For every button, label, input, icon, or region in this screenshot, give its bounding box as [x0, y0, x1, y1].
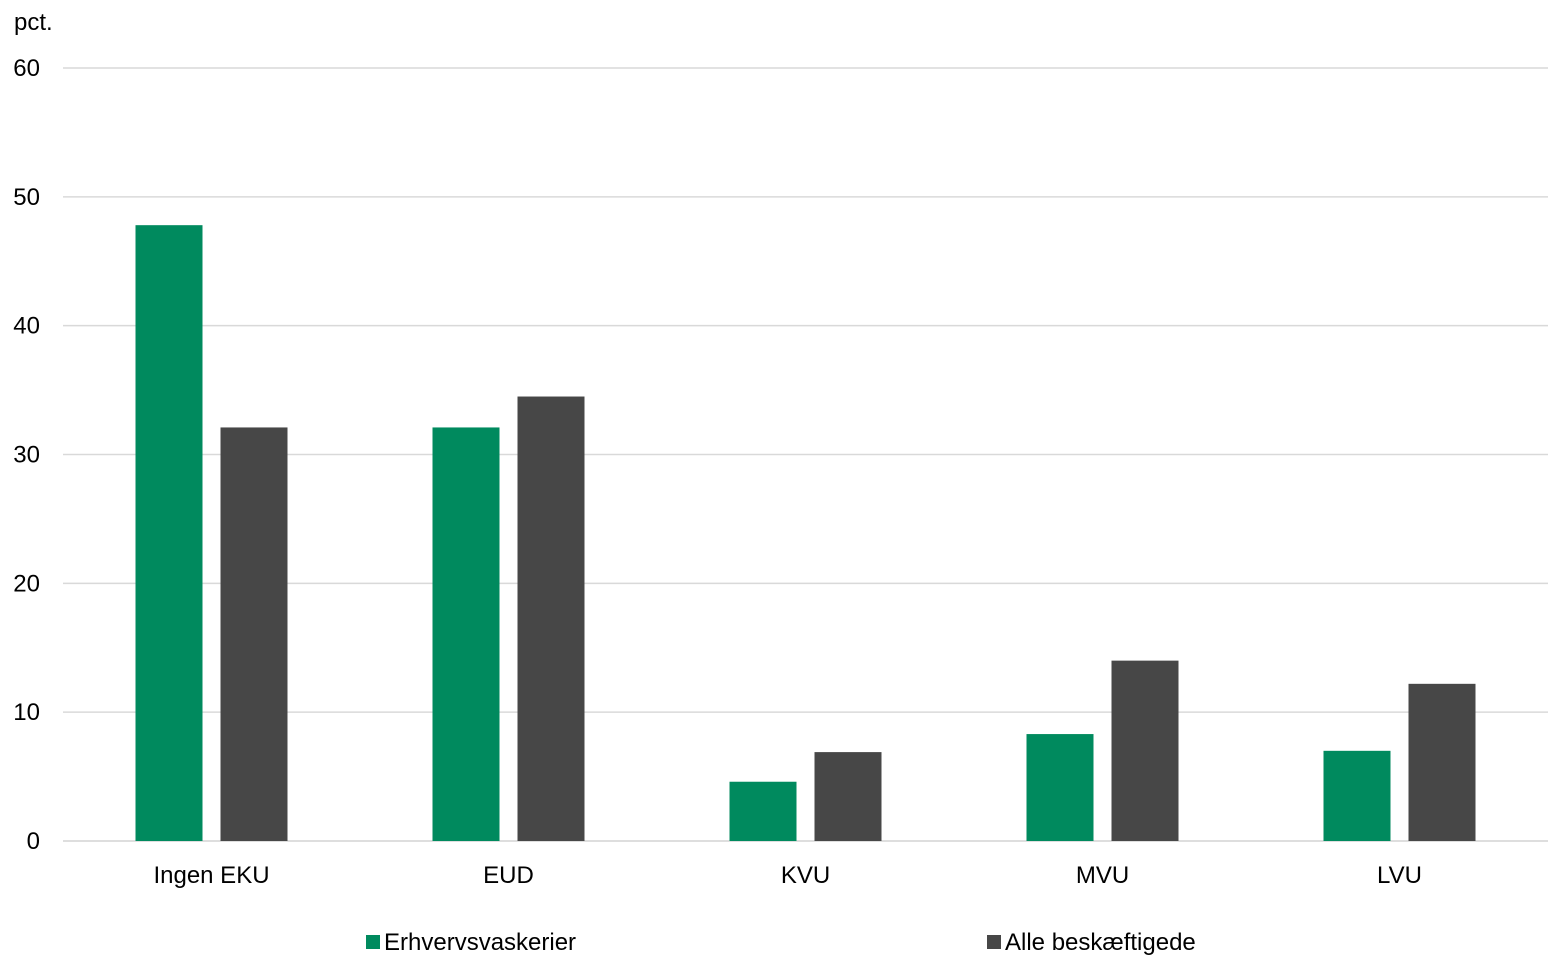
bar-erhvervsvaskerier	[432, 427, 500, 841]
gridlines	[63, 67, 1548, 842]
y-axis-label: pct.	[14, 9, 53, 36]
legend: Erhvervsvaskerier Alle beskæftigede	[366, 929, 1196, 956]
y-axis-ticks: 0 10 20 30 40 50 60	[13, 55, 40, 855]
y-tick-label: 40	[13, 313, 40, 340]
legend-swatch	[987, 935, 1001, 949]
bar-alle-beskaeftigede	[814, 752, 882, 841]
bar-erhvervsvaskerier	[1323, 750, 1391, 841]
bar-alle-beskaeftigede	[517, 396, 585, 841]
bar-alle-beskaeftigede	[1111, 660, 1179, 841]
y-tick-label: 20	[13, 570, 40, 597]
x-axis-ticks: Ingen EKU EUD KVU MVU LVU	[153, 862, 1421, 889]
y-tick-label: 60	[13, 55, 40, 82]
bar-alle-beskaeftigede	[1408, 683, 1476, 841]
x-tick-label: EUD	[483, 862, 534, 889]
bar-erhvervsvaskerier	[135, 225, 203, 842]
bar-alle-beskaeftigede	[220, 427, 288, 841]
x-tick-label: KVU	[781, 862, 830, 889]
x-tick-label: Ingen EKU	[153, 862, 269, 889]
y-tick-label: 0	[27, 828, 40, 855]
legend-swatch	[366, 935, 380, 949]
y-tick-label: 30	[13, 442, 40, 469]
legend-label: Alle beskæftigede	[1005, 929, 1196, 956]
legend-label: Erhvervsvaskerier	[384, 929, 576, 956]
y-tick-label: 50	[13, 184, 40, 211]
x-tick-label: MVU	[1076, 862, 1129, 889]
y-tick-label: 10	[13, 699, 40, 726]
bars	[135, 225, 1476, 842]
x-tick-label: LVU	[1377, 862, 1422, 889]
bar-erhvervsvaskerier	[1026, 734, 1094, 841]
bar-erhvervsvaskerier	[729, 781, 797, 841]
